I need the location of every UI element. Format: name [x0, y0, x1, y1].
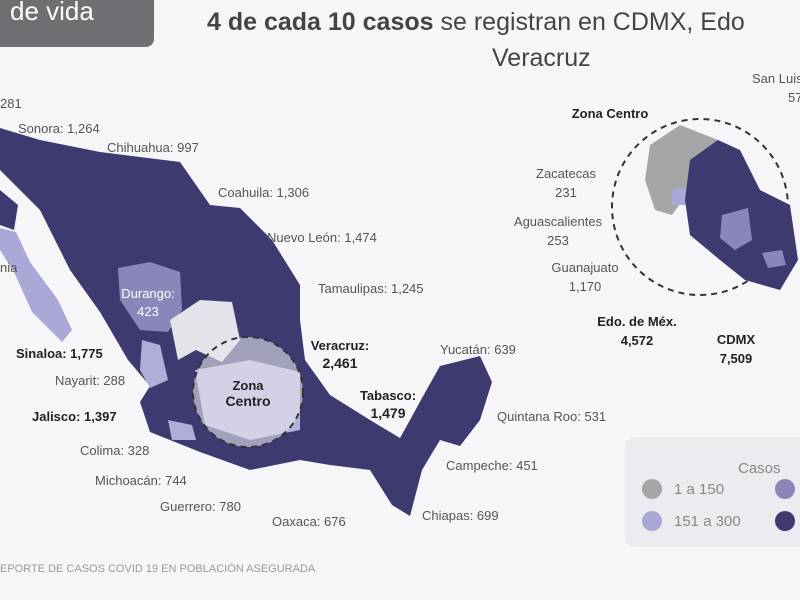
mainland: [0, 128, 492, 516]
map-label: Durango:: [121, 286, 174, 301]
map-value: Centro: [225, 393, 270, 409]
inset-value: 7,509: [720, 351, 753, 366]
legend-box: [625, 437, 800, 547]
inset-label: CDMX: [717, 332, 756, 347]
map-value: 1,479: [370, 405, 405, 421]
inset-label: San Luis: [752, 71, 800, 86]
nayarit: [140, 340, 168, 388]
map-label: Tabasco:: [360, 388, 416, 403]
map-label: Campeche: 451: [446, 458, 538, 473]
map-label: Tamaulipas: 1,245: [318, 281, 424, 296]
map-label: Coahuila: 1,306: [218, 185, 309, 200]
inset-value: 231: [555, 185, 577, 200]
cdmx: [720, 208, 752, 250]
map-label: nia: [0, 260, 18, 275]
map-label: Quintana Roo: 531: [497, 409, 606, 424]
baja-sur: [0, 228, 72, 342]
header-tab: [0, 0, 154, 47]
inset-label: Edo. de Méx.: [597, 314, 676, 329]
san-luis: [645, 125, 718, 215]
inset-value: 253: [547, 233, 569, 248]
durango: [118, 262, 182, 332]
map-label: Sonora: 1,264: [18, 121, 100, 136]
map-value: 2,461: [322, 355, 357, 371]
map-label: Chihuahua: 997: [107, 140, 199, 155]
legend-swatch: [642, 479, 662, 499]
map-label: 281: [0, 96, 22, 111]
map-label: Colima: 328: [80, 443, 149, 458]
edomex: [762, 250, 786, 268]
inset-map: [611, 118, 798, 296]
map: [0, 128, 492, 516]
inset-label: Zacatecas: [536, 166, 596, 181]
zona-centro-circle: [192, 336, 304, 448]
footer: EPORTE DE CASOS COVID 19 EN POBLACIÓN AS…: [0, 562, 316, 575]
header-text: de vida: [10, 0, 94, 26]
colima: [168, 420, 196, 440]
inset-title: Zona Centro: [572, 106, 649, 121]
map-label: Chiapas: 699: [422, 508, 499, 523]
title-line2: Veracruz: [492, 44, 591, 72]
baja: [0, 190, 18, 230]
legend-swatch: [775, 479, 795, 499]
inset-value: 57: [788, 90, 800, 105]
legend-title: Casos: [738, 460, 781, 477]
map-label: Nayarit: 288: [55, 373, 125, 388]
title: 4 de cada 10 casos se registran en CDMX,…: [207, 8, 745, 36]
map-label: Yucatán: 639: [440, 342, 516, 357]
map-label: Zona: [232, 378, 264, 393]
legend-swatch: [775, 511, 795, 531]
title-rest: se registran en CDMX, Edo: [434, 8, 745, 36]
inset-value: 4,572: [621, 333, 654, 348]
inset-value: 1,170: [569, 279, 602, 294]
map-label: Michoacán: 744: [95, 473, 187, 488]
map-value: 423: [137, 304, 159, 319]
legend-item: 151 a 300: [674, 513, 741, 530]
inset-label: Guanajuato: [551, 260, 618, 275]
legend-item: 1 a 150: [674, 481, 724, 498]
inset-label: Aguascalientes: [514, 214, 603, 229]
map-label: Jalisco: 1,397: [32, 409, 117, 424]
legend-swatch: [642, 511, 662, 531]
map-label: Oaxaca: 676: [272, 514, 346, 529]
title-bold: 4 de cada 10 casos: [207, 8, 434, 36]
map-label: Guerrero: 780: [160, 499, 241, 514]
labels: 281 Sonora: 1,264 Chihuahua: 997 Coahuila: …: [0, 71, 800, 529]
map-label: Sinaloa: 1,775: [16, 346, 103, 361]
map-label: Veracruz:: [311, 338, 370, 353]
map-label: Nuevo León: 1,474: [267, 230, 377, 245]
